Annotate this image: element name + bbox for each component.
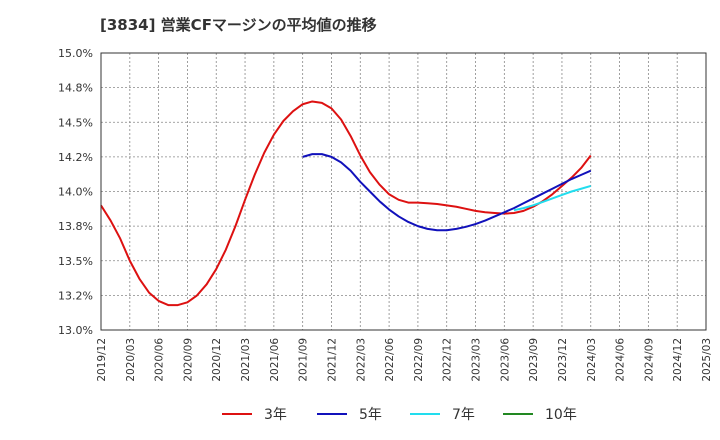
x-tick-label: 2020/12 bbox=[211, 338, 223, 382]
x-tick-label: 2024/12 bbox=[672, 338, 684, 382]
x-tick-label: 2022/12 bbox=[442, 338, 454, 382]
x-tick-label: 2024/03 bbox=[586, 338, 598, 382]
legend-label: 5年 bbox=[359, 407, 382, 423]
x-tick-label: 2020/09 bbox=[182, 338, 194, 382]
x-tick-label: 2022/03 bbox=[355, 338, 367, 382]
series-line-3年 bbox=[100, 100, 592, 307]
y-tick-label: 14.2% bbox=[58, 151, 93, 164]
legend: 3年 5年 7年 10年 bbox=[222, 407, 577, 423]
y-tick-label: 13.2% bbox=[58, 289, 93, 302]
y-tick-label: 13.8% bbox=[58, 220, 93, 233]
x-tick-label: 2021/12 bbox=[326, 338, 338, 382]
series-lines bbox=[100, 100, 592, 307]
grid-lines bbox=[100, 52, 707, 331]
x-tick-label: 2020/03 bbox=[125, 338, 137, 382]
y-tick-label: 14.5% bbox=[58, 116, 93, 129]
plot-frame bbox=[100, 52, 707, 331]
x-tick-label: 2024/09 bbox=[643, 338, 655, 382]
x-tick-label: 2023/09 bbox=[528, 338, 540, 382]
x-tick-label: 2025/03 bbox=[701, 338, 713, 382]
x-tick-label: 2022/09 bbox=[413, 338, 425, 382]
x-tick-label: 2019/12 bbox=[96, 338, 108, 382]
x-tick-label: 2021/03 bbox=[240, 338, 252, 382]
x-axis-tick-labels: 2019/12 2020/03 2020/06 2020/09 2020/12 2021/… bbox=[96, 338, 713, 382]
x-tick-label: 2020/06 bbox=[154, 338, 166, 382]
series-line-5年 bbox=[302, 153, 592, 232]
x-tick-label: 2023/12 bbox=[557, 338, 569, 382]
x-tick-label: 2021/06 bbox=[269, 338, 281, 382]
x-tick-label: 2022/06 bbox=[384, 338, 396, 382]
y-tick-label: 14.0% bbox=[58, 186, 93, 199]
x-tick-label: 2021/09 bbox=[298, 338, 310, 382]
y-tick-label: 13.0% bbox=[58, 324, 93, 337]
x-tick-label: 2023/03 bbox=[471, 338, 483, 382]
legend-label: 3年 bbox=[264, 407, 287, 423]
legend-label: 10年 bbox=[545, 407, 577, 423]
y-tick-label: 15.0% bbox=[58, 47, 93, 60]
x-tick-label: 2024/06 bbox=[615, 338, 627, 382]
legend-label: 7年 bbox=[452, 407, 475, 423]
y-axis-tick-labels: 13.0% 13.2% 13.5% 13.8% 14.0% 14.2% 14.5% 14.8%… bbox=[58, 47, 93, 337]
series-line-7年 bbox=[513, 184, 592, 212]
y-tick-label: 13.5% bbox=[58, 255, 93, 268]
y-tick-label: 14.8% bbox=[58, 82, 93, 95]
chart-title: [3834] 営業CFマージンの平均値の推移 bbox=[100, 16, 377, 34]
x-tick-label: 2023/06 bbox=[499, 338, 511, 382]
